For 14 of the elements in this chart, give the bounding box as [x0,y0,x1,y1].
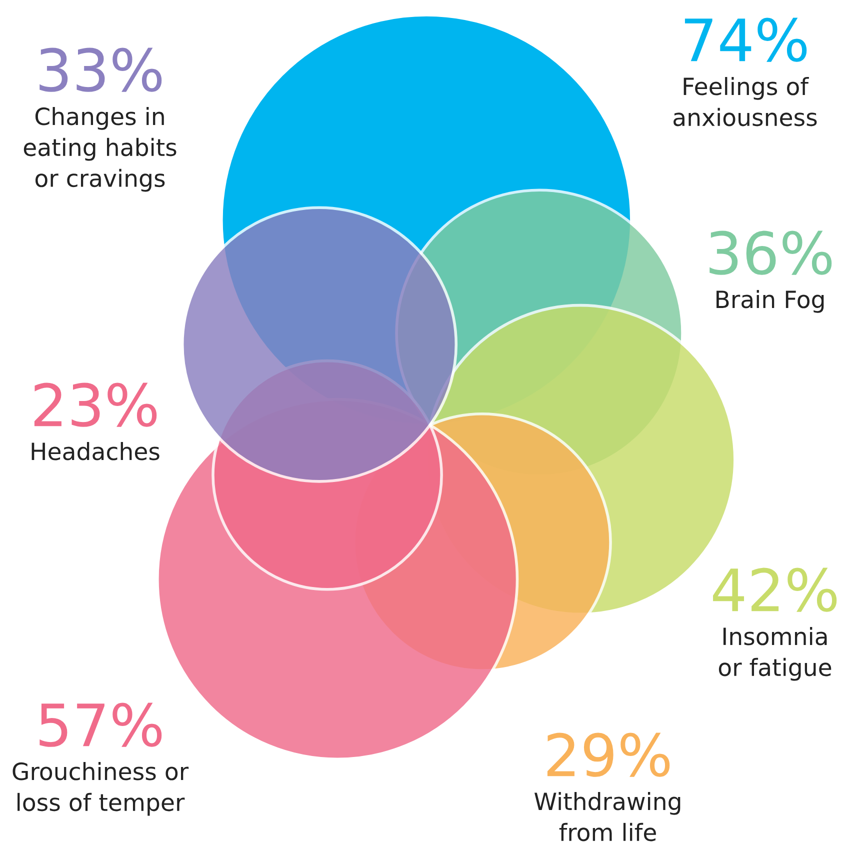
category-label: Grouchiness or loss of temper [12,762,189,816]
data-label: 74% [684,18,807,62]
data-label: 29% [547,732,670,777]
data-label: 57% [40,702,162,747]
data-label: 42% [713,568,837,612]
category-label: Headaches [32,442,160,460]
category-label: Feelings of anxiousness [674,77,817,126]
category-label: Changes in eating habits or cravings [24,107,176,192]
data-label: 23% [34,382,157,427]
category-label: Insomnia or fatigue [718,627,832,681]
category-label: Withdrawing from life [534,792,680,842]
data-label: 33% [40,48,162,92]
category-label: Brain Fog [716,290,824,313]
data-label: 36% [710,230,832,275]
